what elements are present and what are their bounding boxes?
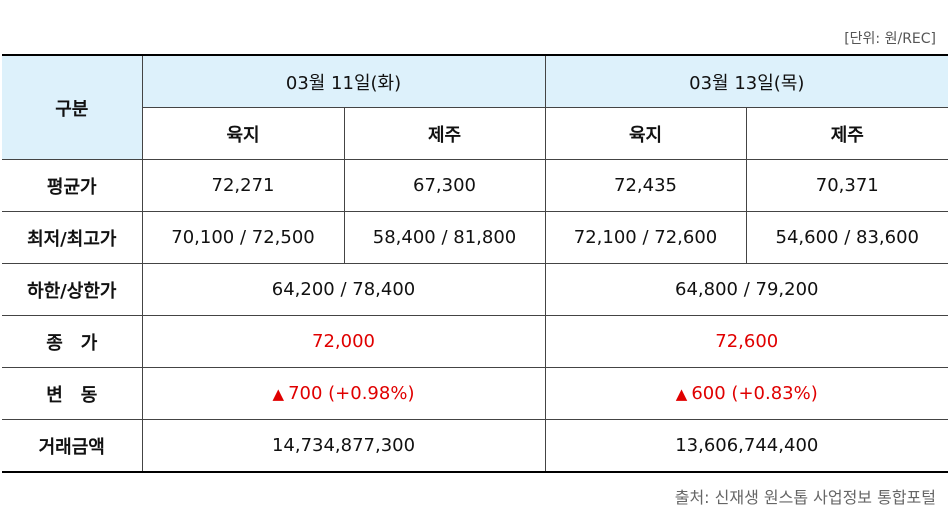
- region-header: 제주: [745, 107, 949, 160]
- change-cell: ▲ 600 (+0.83%): [544, 367, 949, 420]
- row-label: 평균가: [2, 159, 143, 212]
- table-cell: 72,435: [544, 159, 747, 212]
- table-cell: 70,100 / 72,500: [141, 211, 345, 264]
- change-value: 700 (+0.98%): [288, 383, 415, 404]
- region-header: 제주: [343, 107, 546, 160]
- table-cell: 14,734,877,300: [141, 419, 546, 473]
- rec-price-table: 구분 03월 11일(화) 03월 13일(목) 육지 제주 육지 제주 평균가…: [2, 54, 949, 473]
- source-note: 출처: 신재생 원스톱 사업정보 통합포털: [674, 488, 936, 507]
- table-row-closing: 종 가 72,000 72,600: [2, 315, 949, 368]
- table-row-min-max: 최저/최고가 70,100 / 72,500 58,400 / 81,800 7…: [2, 211, 949, 264]
- region-header: 육지: [142, 107, 345, 160]
- table-cell: 72,271: [141, 159, 345, 212]
- closing-price: 72,000: [141, 315, 546, 368]
- header-row-regions: 육지 제주 육지 제주: [2, 107, 949, 160]
- closing-price: 72,600: [544, 315, 949, 368]
- unit-note: [단위: 원/REC]: [844, 31, 936, 47]
- row-label: 변 동: [2, 367, 143, 420]
- table-row-average: 평균가 72,271 67,300 72,435 70,371: [2, 159, 949, 212]
- row-label: 하한/상한가: [2, 263, 143, 316]
- header-row-dates: 구분 03월 11일(화) 03월 13일(목): [2, 54, 949, 160]
- change-value: 600 (+0.83%): [691, 383, 818, 404]
- row-label: 거래금액: [2, 419, 143, 473]
- corner-label: 구분: [2, 54, 143, 160]
- date-header-2: 03월 13일(목): [544, 54, 949, 108]
- table-cell: 13,606,744,400: [544, 419, 949, 473]
- date-header-1: 03월 11일(화): [141, 54, 546, 108]
- table-row-volume: 거래금액 14,734,877,300 13,606,744,400: [2, 419, 949, 473]
- table-cell: 64,800 / 79,200: [544, 263, 949, 316]
- table-cell: 58,400 / 81,800: [343, 211, 546, 264]
- table-cell: 54,600 / 83,600: [745, 211, 949, 264]
- table-row-change: 변 동 ▲ 700 (+0.98%) ▲ 600 (+0.83%): [2, 367, 949, 420]
- table-cell: 72,100 / 72,600: [544, 211, 747, 264]
- region-header: 육지: [544, 107, 747, 160]
- row-label: 종 가: [2, 315, 143, 368]
- up-triangle-icon: ▲: [675, 385, 688, 403]
- table-cell: 64,200 / 78,400: [141, 263, 546, 316]
- change-cell: ▲ 700 (+0.98%): [141, 367, 546, 420]
- up-triangle-icon: ▲: [272, 385, 285, 403]
- table-row-limits: 하한/상한가 64,200 / 78,400 64,800 / 79,200: [2, 263, 949, 316]
- table-cell: 67,300: [343, 159, 546, 212]
- row-label: 최저/최고가: [2, 211, 143, 264]
- table-cell: 70,371: [745, 159, 949, 212]
